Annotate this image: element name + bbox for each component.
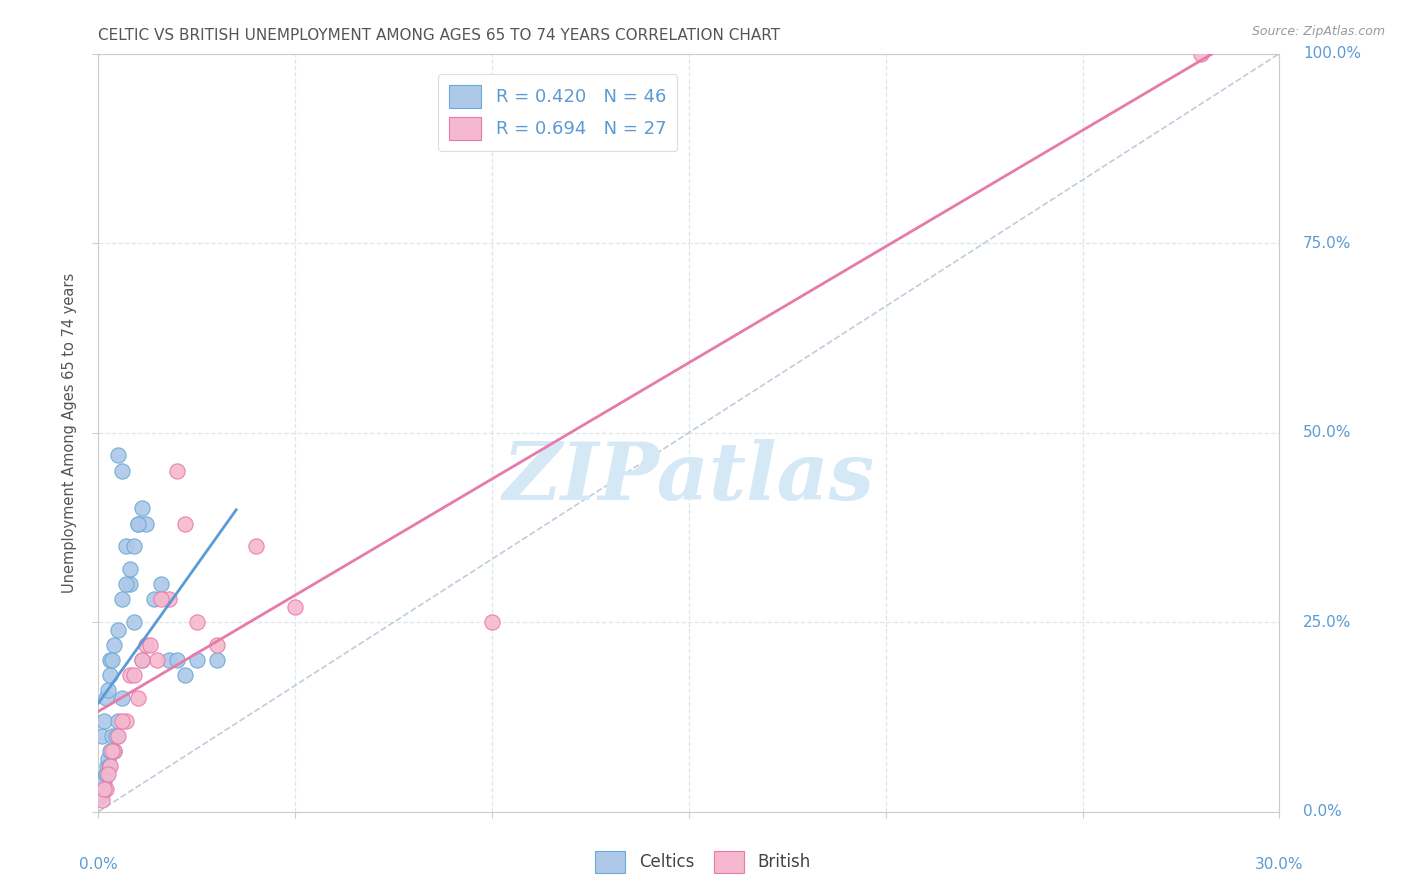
Point: [481, 615, 503, 630]
Text: 0.0%: 0.0%: [1303, 805, 1341, 819]
Point: [98, 744, 121, 758]
Point: [122, 668, 145, 682]
Point: [127, 516, 149, 531]
Point: [111, 714, 134, 728]
Point: [98, 759, 121, 773]
Point: [97, 767, 120, 781]
Point: [98, 653, 121, 667]
Point: [91, 793, 114, 807]
Point: [142, 592, 165, 607]
Point: [131, 501, 153, 516]
Point: [157, 653, 180, 667]
Point: [131, 653, 153, 667]
Text: Source: ZipAtlas.com: Source: ZipAtlas.com: [1251, 25, 1385, 38]
Point: [96, 781, 118, 797]
Text: 100.0%: 100.0%: [1303, 46, 1361, 61]
Point: [93, 714, 115, 728]
Point: [118, 562, 141, 576]
Point: [107, 714, 129, 728]
Point: [101, 744, 124, 758]
Point: [111, 690, 134, 705]
Y-axis label: Unemployment Among Ages 65 to 74 years: Unemployment Among Ages 65 to 74 years: [62, 272, 77, 593]
Point: [131, 653, 153, 667]
Point: [1189, 46, 1212, 61]
Point: [111, 592, 134, 607]
Point: [97, 751, 120, 765]
Point: [166, 653, 188, 667]
Point: [103, 744, 125, 758]
Point: [107, 623, 129, 637]
Point: [111, 464, 134, 478]
Legend: R = 0.420   N = 46, R = 0.694   N = 27: R = 0.420 N = 46, R = 0.694 N = 27: [439, 74, 678, 151]
Point: [245, 539, 267, 553]
Point: [97, 683, 120, 698]
Point: [98, 759, 121, 773]
Point: [150, 592, 173, 607]
Text: CELTIC VS BRITISH UNEMPLOYMENT AMONG AGES 65 TO 74 YEARS CORRELATION CHART: CELTIC VS BRITISH UNEMPLOYMENT AMONG AGE…: [98, 28, 780, 43]
Text: 50.0%: 50.0%: [1303, 425, 1351, 440]
Point: [103, 744, 125, 758]
Point: [122, 539, 145, 553]
Point: [146, 653, 169, 667]
Point: [101, 729, 124, 743]
Point: [91, 786, 114, 800]
Point: [115, 714, 138, 728]
Point: [98, 668, 121, 682]
Point: [127, 690, 149, 705]
Point: [118, 668, 141, 682]
Point: [107, 449, 129, 463]
Point: [107, 729, 129, 743]
Point: [174, 668, 197, 682]
Text: ZIPatlas: ZIPatlas: [503, 440, 875, 516]
Point: [150, 577, 173, 591]
Point: [91, 778, 114, 792]
Point: [122, 615, 145, 630]
Legend: Celtics, British: Celtics, British: [589, 845, 817, 880]
Point: [138, 638, 160, 652]
Point: [101, 653, 124, 667]
Point: [186, 653, 208, 667]
Point: [90, 781, 112, 797]
Point: [118, 577, 141, 591]
Point: [115, 577, 138, 591]
Point: [103, 638, 125, 652]
Text: 75.0%: 75.0%: [1303, 235, 1351, 251]
Text: 25.0%: 25.0%: [1303, 615, 1351, 630]
Point: [105, 729, 128, 743]
Point: [93, 774, 115, 789]
Point: [186, 615, 208, 630]
Text: 30.0%: 30.0%: [1256, 857, 1303, 872]
Point: [94, 767, 117, 781]
Point: [174, 516, 197, 531]
Point: [96, 690, 118, 705]
Point: [135, 516, 157, 531]
Point: [284, 600, 307, 615]
Point: [91, 729, 114, 743]
Point: [157, 592, 180, 607]
Point: [205, 653, 228, 667]
Point: [135, 638, 157, 652]
Point: [96, 759, 118, 773]
Point: [96, 767, 118, 781]
Point: [127, 516, 149, 531]
Point: [89, 789, 111, 804]
Point: [115, 539, 138, 553]
Point: [205, 638, 228, 652]
Point: [93, 781, 115, 797]
Text: 0.0%: 0.0%: [79, 857, 118, 872]
Point: [166, 464, 188, 478]
